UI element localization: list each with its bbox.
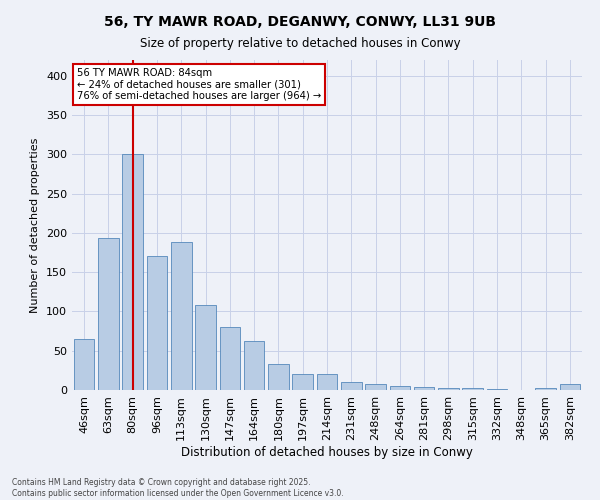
Bar	[98, 238, 119, 390]
Bar	[560, 384, 580, 390]
Text: 56 TY MAWR ROAD: 84sqm
← 24% of detached houses are smaller (301)
76% of semi-de: 56 TY MAWR ROAD: 84sqm ← 24% of detached…	[77, 68, 322, 102]
Bar	[74, 339, 94, 390]
Bar	[317, 374, 337, 390]
Bar	[171, 242, 191, 390]
Bar	[389, 386, 410, 390]
Bar	[220, 327, 240, 390]
Bar	[268, 364, 289, 390]
Y-axis label: Number of detached properties: Number of detached properties	[31, 138, 40, 312]
Bar	[244, 340, 265, 390]
Bar	[463, 388, 483, 390]
Bar	[438, 388, 459, 390]
X-axis label: Distribution of detached houses by size in Conwy: Distribution of detached houses by size …	[181, 446, 473, 458]
Bar	[341, 382, 362, 390]
Bar	[487, 389, 508, 390]
Text: Size of property relative to detached houses in Conwy: Size of property relative to detached ho…	[140, 38, 460, 51]
Bar	[146, 256, 167, 390]
Bar	[365, 384, 386, 390]
Bar	[195, 305, 216, 390]
Bar	[122, 154, 143, 390]
Bar	[414, 387, 434, 390]
Bar	[292, 374, 313, 390]
Text: Contains HM Land Registry data © Crown copyright and database right 2025.
Contai: Contains HM Land Registry data © Crown c…	[12, 478, 344, 498]
Bar	[535, 388, 556, 390]
Text: 56, TY MAWR ROAD, DEGANWY, CONWY, LL31 9UB: 56, TY MAWR ROAD, DEGANWY, CONWY, LL31 9…	[104, 15, 496, 29]
